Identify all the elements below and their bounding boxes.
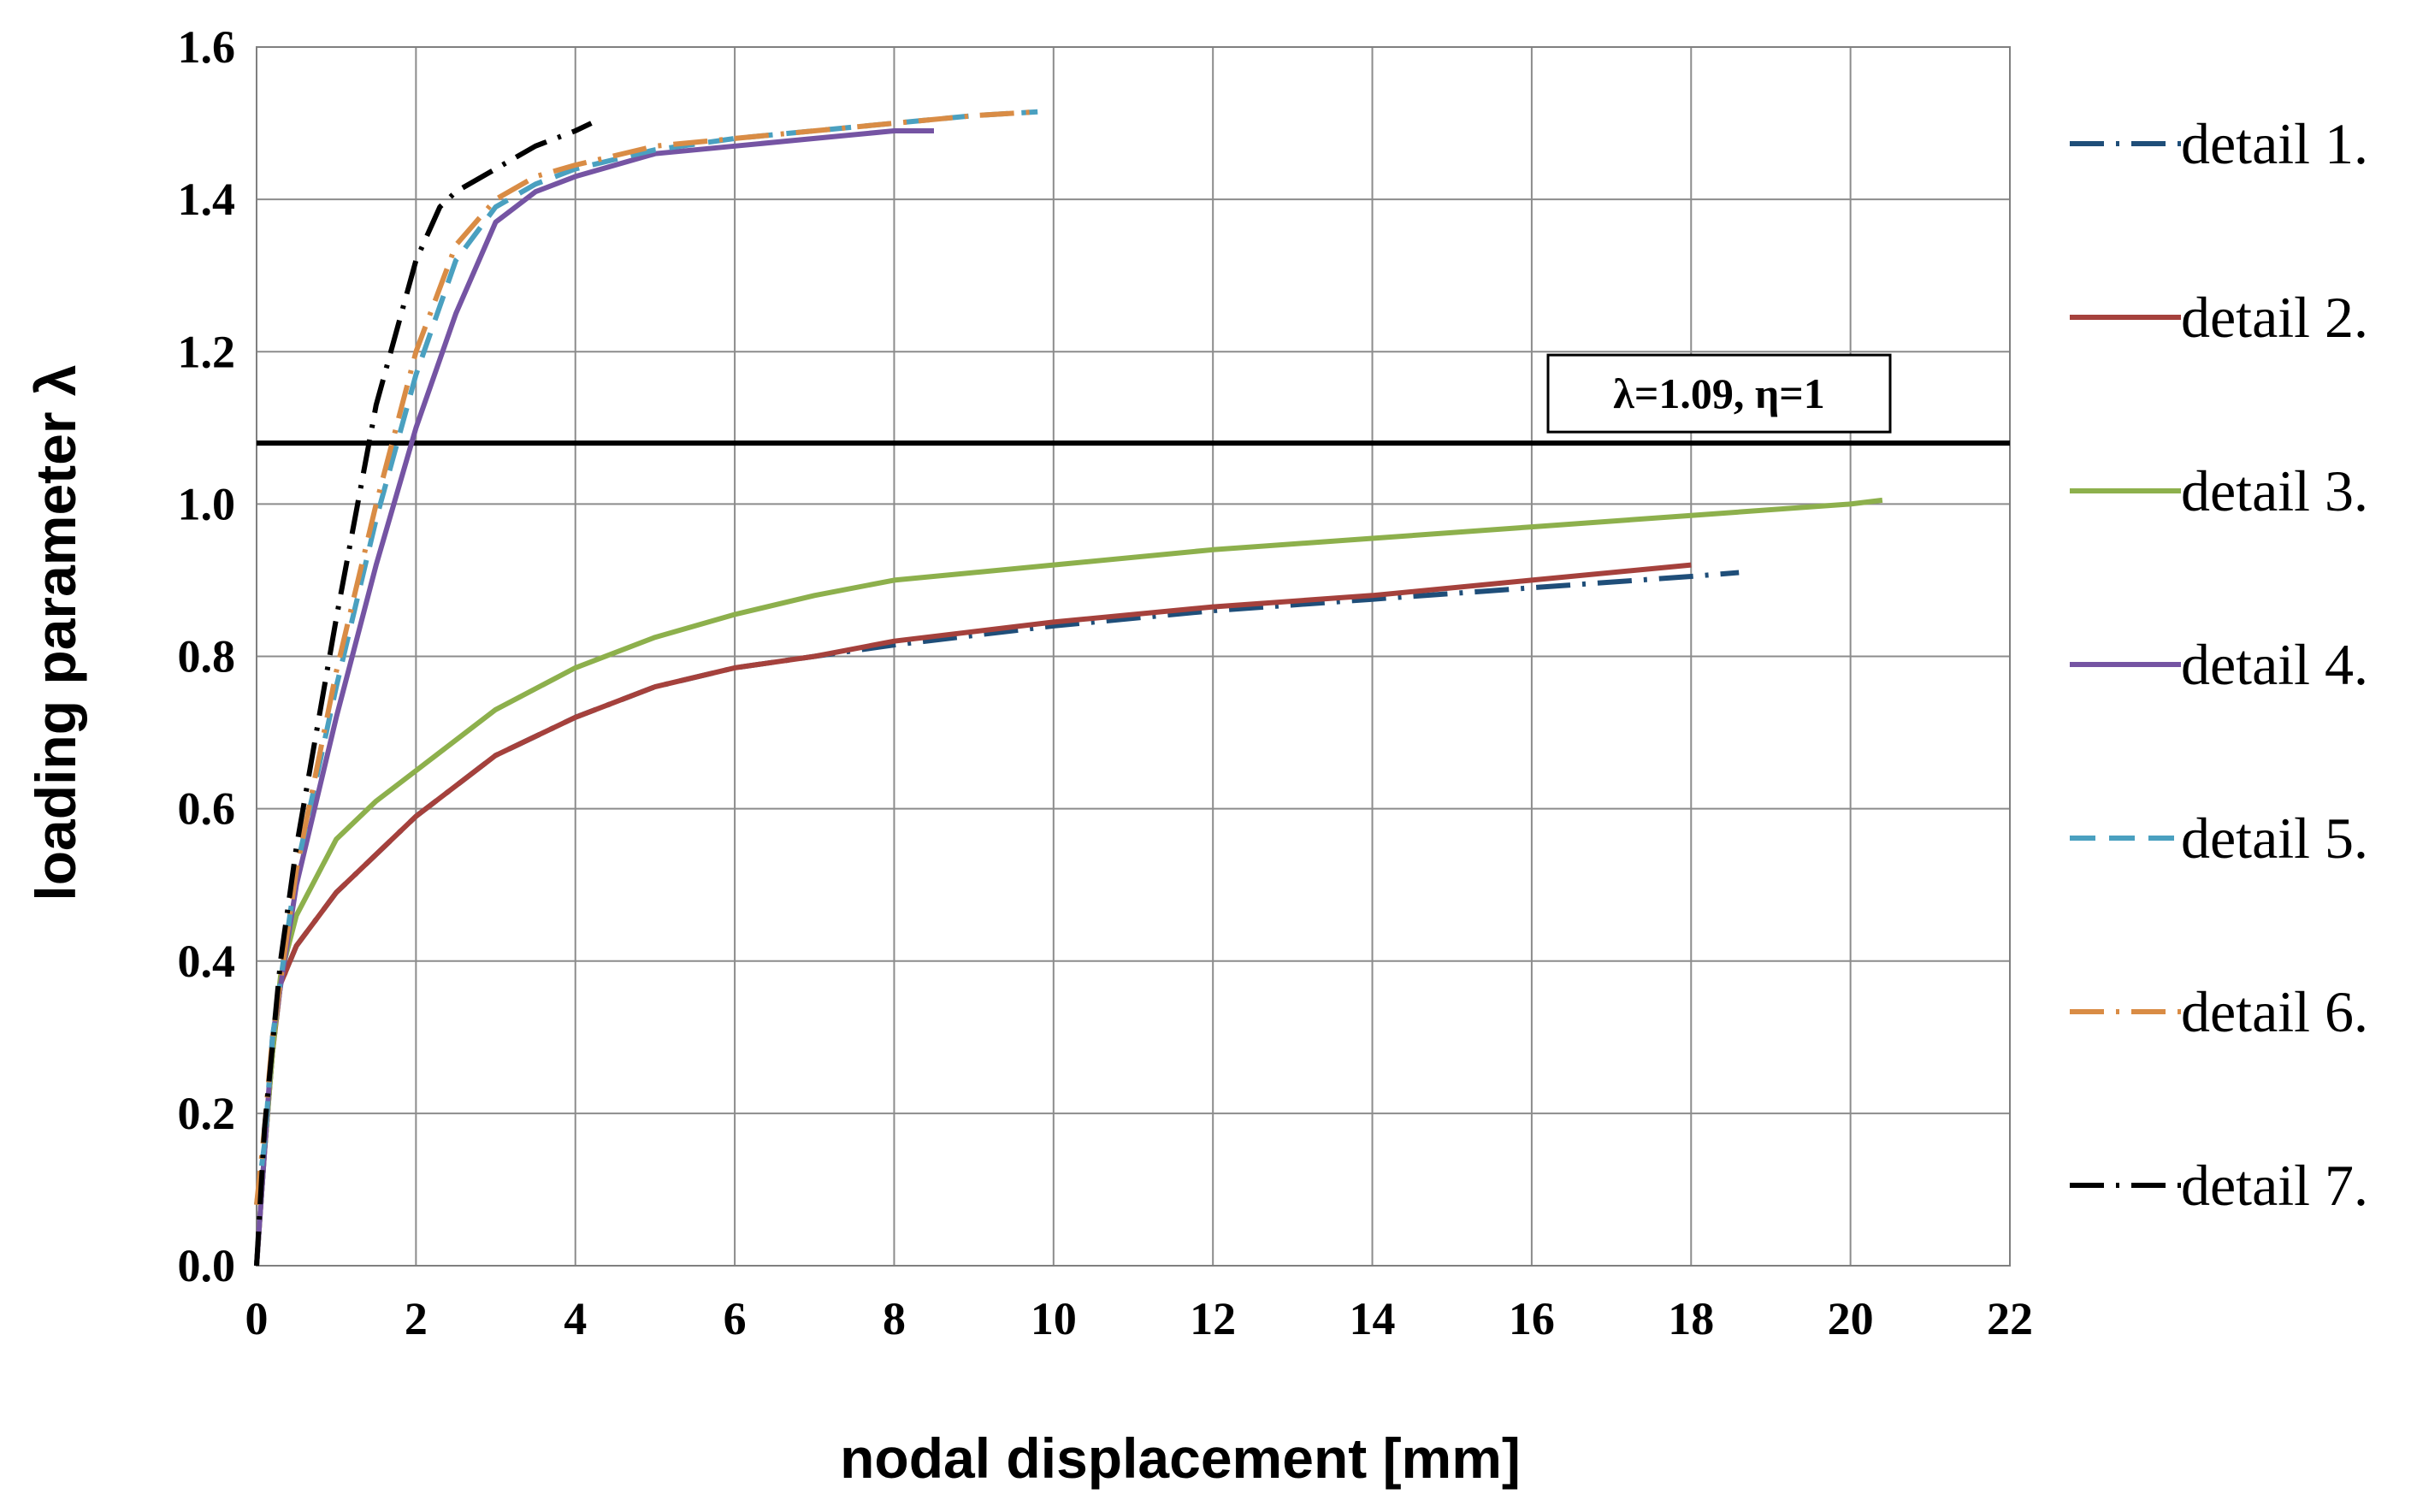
series-line	[254, 497, 1883, 1267]
legend-label: detail 1.	[2181, 111, 2368, 176]
legend-label: detail 7.	[2181, 1153, 2368, 1218]
y-tick-label: 1.0	[178, 478, 236, 529]
x-tick-label: 18	[1668, 1293, 1714, 1344]
series-line	[254, 128, 934, 1267]
legend-label: detail 6.	[2181, 979, 2368, 1044]
series-line	[254, 562, 1692, 1267]
x-tick-label: 22	[1987, 1293, 2033, 1344]
y-tick-label: 0.2	[178, 1088, 236, 1139]
x-tick-label: 0	[245, 1293, 269, 1344]
x-tick-label: 20	[1828, 1293, 1874, 1344]
legend-label: detail 2.	[2181, 285, 2368, 350]
y-tick-label: 1.6	[178, 21, 236, 73]
y-tick-label: 1.2	[178, 326, 236, 377]
x-tick-label: 2	[405, 1293, 428, 1344]
y-tick-label: 0.0	[178, 1240, 236, 1291]
plot-area-border	[256, 46, 2011, 1267]
series-layer	[254, 109, 1883, 1267]
x-tick-label: 10	[1031, 1293, 1077, 1344]
reference-annotation: λ=1.09, η=1	[1546, 353, 1892, 434]
reference-annotation-box	[1546, 353, 1892, 434]
x-tick-label: 4	[564, 1293, 587, 1344]
x-tick-label: 8	[883, 1293, 906, 1344]
x-tick-label: 6	[724, 1293, 747, 1344]
reference-annotation-label: λ=1.09, η=1	[1613, 369, 1824, 417]
series-line	[254, 121, 593, 1267]
legend-label: detail 4.	[2181, 632, 2368, 697]
y-tick-label: 0.8	[178, 631, 236, 682]
x-tick-label: 12	[1190, 1293, 1236, 1344]
axis-ticks: 0 2 4 6 8 10 12 14 16 18 20 22 0.0 0.2 0.4 0.6 0.8 1.0 1.2…	[178, 21, 2034, 1344]
y-tick-label: 0.6	[178, 783, 236, 835]
y-tick-label: 1.4	[178, 174, 236, 225]
series-line	[254, 109, 1038, 1206]
series-line	[254, 570, 1740, 1267]
series-line	[254, 109, 1038, 1206]
legend-label: detail 3.	[2181, 458, 2368, 523]
x-axis-title: nodal displacement [mm]	[840, 1426, 1521, 1490]
x-tick-label: 14	[1350, 1293, 1396, 1344]
legend: detail 1. detail 2. detail 3. detail 4. deta…	[2070, 111, 2368, 1218]
grid	[256, 46, 2011, 1267]
x-tick-label: 16	[1509, 1293, 1555, 1344]
legend-label: detail 5.	[2181, 806, 2368, 871]
y-axis-title: loading parameter λ	[24, 364, 87, 901]
y-tick-label: 0.4	[178, 936, 236, 987]
